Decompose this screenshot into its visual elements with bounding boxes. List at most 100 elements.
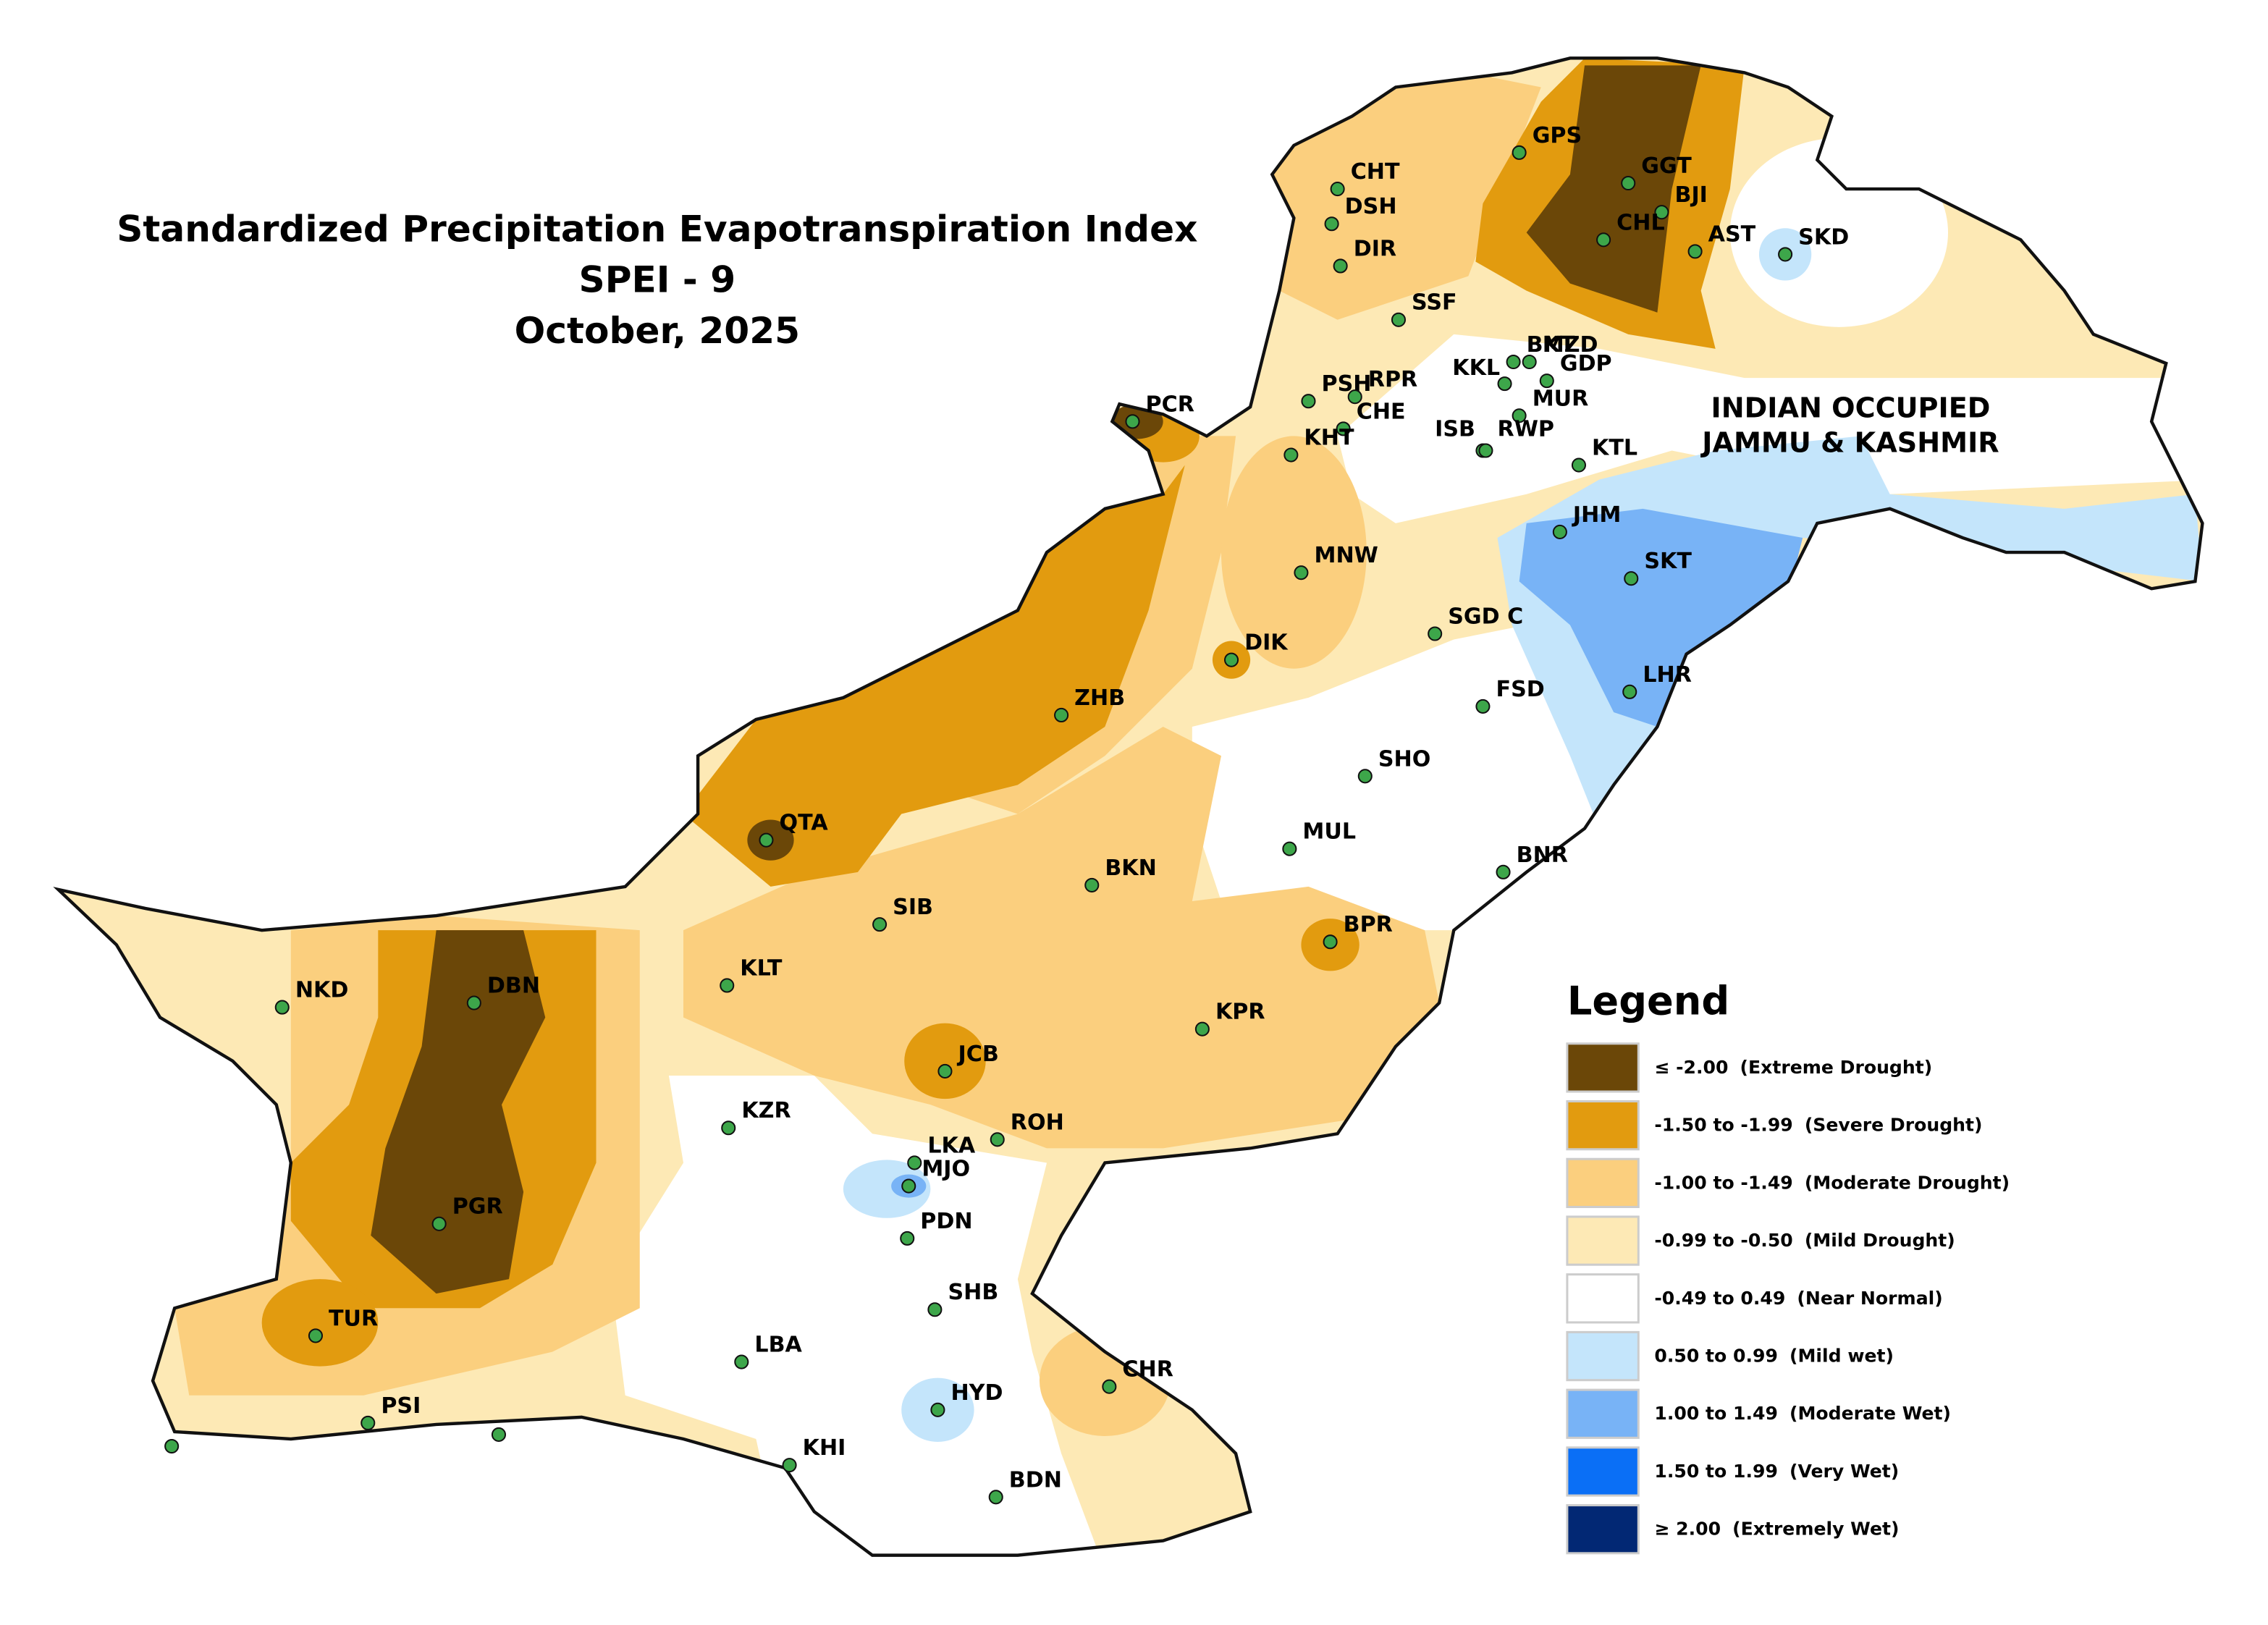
station-dot <box>872 917 888 932</box>
zone-severe-drought <box>683 465 1185 887</box>
legend-label: ≥ 2.00 (Extremely Wet) <box>1654 1519 1899 1540</box>
station-dot <box>927 1302 943 1317</box>
station-dot <box>1330 182 1345 197</box>
station-dot <box>1324 216 1339 232</box>
station-dot <box>1347 389 1362 405</box>
legend-swatch <box>1566 1388 1640 1439</box>
zone-severe-drought <box>904 1023 986 1099</box>
legend-label: 0.50 to 0.99 (Mild wet) <box>1654 1346 1894 1367</box>
station-dot <box>720 978 735 993</box>
station-label: BJI <box>1675 182 1708 208</box>
zone-extreme-drought <box>371 930 546 1294</box>
station-dot <box>990 1132 1005 1147</box>
map-title: October, 2025 <box>515 309 800 352</box>
region-label: INDIAN OCCUPIED <box>1711 392 1991 423</box>
station-dot <box>930 1402 945 1417</box>
station-label: KHT <box>1304 425 1354 450</box>
station-label: SHB <box>948 1280 998 1305</box>
station-label: DSH <box>1345 194 1397 219</box>
station-label: CHR <box>1122 1357 1173 1383</box>
legend-label: 1.00 to 1.49 (Moderate Wet) <box>1654 1403 1951 1424</box>
station-dot <box>1428 626 1443 641</box>
legend-class: (Mild Drought) <box>1805 1230 1955 1251</box>
legend-label: -1.00 to -1.49 (Moderate Drought) <box>1654 1172 2010 1193</box>
legend-swatch <box>1566 1042 1640 1093</box>
station-label: CHE <box>1357 399 1406 424</box>
station-label: HYD <box>950 1380 1003 1406</box>
station-dot <box>1622 684 1637 699</box>
station-dot <box>1522 354 1537 370</box>
station-label: AST <box>1708 221 1756 247</box>
station-label: DBN <box>487 974 540 999</box>
station-dot <box>907 1155 922 1170</box>
labels: Standardized Precipitation Evapotranspir… <box>117 207 1999 458</box>
zone-moderate-drought <box>1250 72 1541 320</box>
legend-label: -0.49 to 0.49 (Near Normal) <box>1654 1288 1942 1309</box>
station-dot <box>1506 354 1521 370</box>
legend-class: (Severe Drought) <box>1805 1115 1983 1136</box>
station-label: GPS <box>1533 123 1582 148</box>
station-dot <box>1497 376 1512 392</box>
legend-swatch <box>1566 1330 1640 1382</box>
station-dot <box>1621 175 1636 191</box>
station-label: PSI <box>381 1393 421 1419</box>
station-dot <box>308 1328 324 1343</box>
station-dot <box>1475 698 1491 714</box>
station-dot <box>1571 457 1587 473</box>
station-dot <box>937 1063 953 1079</box>
legend-class: (Extremely Wet) <box>1732 1519 1899 1540</box>
station-dot <box>1125 414 1140 429</box>
station-label: RWP <box>1498 416 1554 442</box>
station-label: GGT <box>1641 153 1692 179</box>
station-label: KZR <box>741 1098 791 1123</box>
legend-swatch <box>1566 1446 1640 1497</box>
station-label: MZD <box>1543 332 1598 358</box>
legend-range: -1.00 to -1.49 <box>1654 1172 1792 1193</box>
station-dot <box>1596 232 1611 248</box>
station-label: KLT <box>740 955 783 981</box>
legend-label: -0.99 to -0.50 (Mild Drought) <box>1654 1230 1955 1251</box>
station-dot <box>361 1415 376 1430</box>
legend-range: -0.49 to 0.49 <box>1654 1288 1785 1309</box>
station-dot <box>431 1216 447 1231</box>
station-label: QTA <box>780 811 829 836</box>
station-dot <box>1539 373 1554 389</box>
station-dot <box>491 1427 507 1443</box>
station-dot <box>1654 205 1669 220</box>
station-dot <box>466 995 481 1010</box>
station-label: KKL <box>1452 355 1500 381</box>
station-label: SHO <box>1378 746 1430 772</box>
station-label: PGR <box>452 1194 503 1220</box>
legend-class: (Very Wet) <box>1789 1461 1899 1482</box>
station-label: LKA <box>927 1133 976 1158</box>
station-label: BKT <box>1527 332 1575 358</box>
station-label: JHM <box>1572 502 1621 528</box>
region-label: JAMMU & KASHMIR <box>1700 427 1999 459</box>
station-label: SSF <box>1412 290 1457 316</box>
legend-label: 1.50 to 1.99 (Very Wet) <box>1654 1461 1899 1482</box>
station-dot <box>721 1120 736 1136</box>
station-label: ZHB <box>1074 685 1125 711</box>
station-dot <box>901 1178 916 1194</box>
station-dot <box>1282 841 1297 856</box>
station-label: CHL <box>1616 210 1664 235</box>
station-label: SGD C <box>1448 604 1523 629</box>
station-label: MJO <box>922 1157 970 1182</box>
station-dot <box>1478 443 1493 458</box>
station-dot <box>1687 244 1703 259</box>
station-label: TUR <box>329 1306 378 1331</box>
station-dot <box>1357 769 1373 784</box>
station-label: CHT <box>1351 159 1400 185</box>
station-dot <box>274 1000 290 1015</box>
station-label: DIR <box>1354 236 1396 261</box>
station-label: KHI <box>803 1435 846 1461</box>
unlabeled-stations <box>164 1427 507 1454</box>
legend-class: (Extreme Drought) <box>1740 1057 1933 1078</box>
station-label: RPR <box>1368 367 1417 392</box>
station-label: MUR <box>1533 386 1589 411</box>
legend-swatch <box>1566 1157 1640 1209</box>
station-label: DIK <box>1244 630 1289 656</box>
legend-range: 0.50 to 0.99 <box>1654 1346 1778 1367</box>
station-label: BPR <box>1344 912 1393 937</box>
station-label: PCR <box>1146 392 1194 417</box>
